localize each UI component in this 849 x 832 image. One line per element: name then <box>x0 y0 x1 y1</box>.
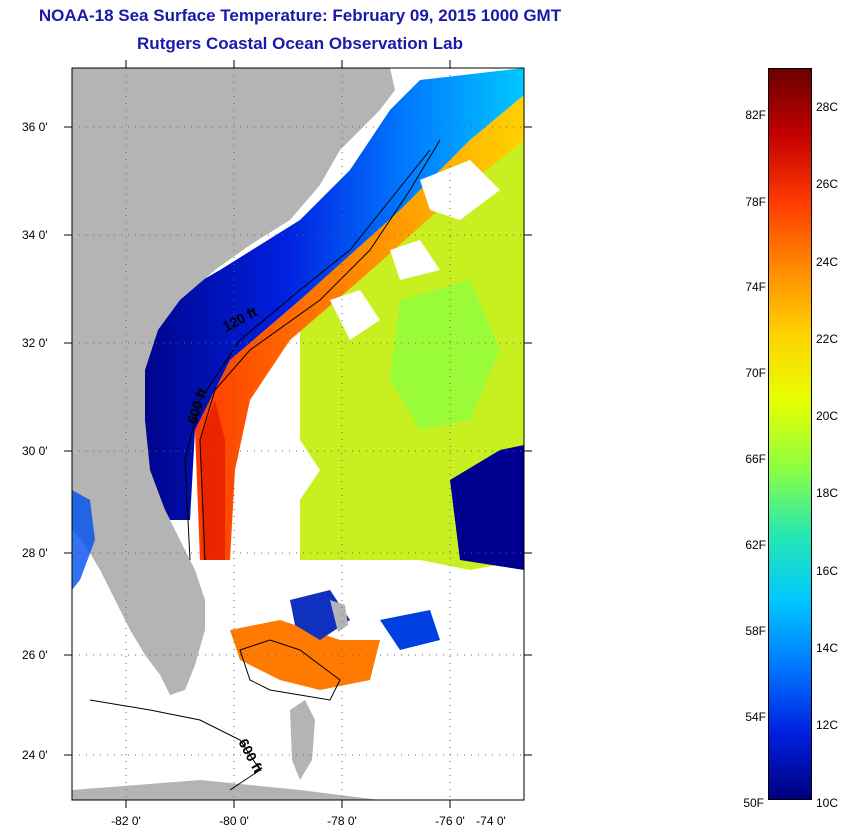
lat-label-32: 32 0' <box>22 336 48 350</box>
contour-bahamas <box>239 639 341 701</box>
land-mass <box>72 68 395 695</box>
gulf-of-mexico-bluewater <box>72 490 95 590</box>
colorbar-f-label: 50F <box>743 796 764 810</box>
lon-label-82: -82 0' <box>111 814 141 828</box>
cloud-patch <box>390 240 440 280</box>
axis-ticks <box>64 60 532 808</box>
colorbar-c-label: 16C <box>816 564 839 578</box>
lat-label-26: 26 0' <box>22 648 48 662</box>
colorbar-f-label: 78F <box>745 195 766 209</box>
colorbar-c-label: 10C <box>816 796 839 810</box>
lon-label-80: -80 0' <box>219 814 249 828</box>
graticule <box>72 68 524 800</box>
colorbar-f-label: 74F <box>745 280 766 294</box>
gulf-stream <box>195 95 524 560</box>
colorbar-f-label: 62F <box>745 538 766 552</box>
lat-label-28: 28 0' <box>22 546 48 560</box>
colorbar-f-label: 82F <box>745 108 766 122</box>
bahamas-warm-water <box>230 620 380 690</box>
colorbar-c-label: 20C <box>816 409 839 423</box>
colorbar-c-label: 12C <box>816 718 839 732</box>
lat-label-30: 30 0' <box>22 444 48 458</box>
abaco-island <box>330 600 348 632</box>
lat-label-24: 24 0' <box>22 748 48 762</box>
colorbar-c-label: 26C <box>816 177 839 191</box>
lon-label-76: -76 0' <box>435 814 465 828</box>
contour-120ft <box>184 149 431 561</box>
colorbar-c-label: 14C <box>816 641 839 655</box>
offshore-green-patch <box>390 280 500 430</box>
colorbar-f-label: 54F <box>745 710 766 724</box>
colorbar-c-label: 28C <box>816 100 839 114</box>
bahamas-blue <box>380 610 440 650</box>
cloud-patch <box>420 160 500 220</box>
lat-label-36: 36 0' <box>22 120 48 134</box>
cloud-patch <box>330 290 380 340</box>
cloud-patch <box>275 440 320 500</box>
temperature-colorbar <box>768 68 812 800</box>
colorbar-f-label: 70F <box>745 366 766 380</box>
map-title: NOAA-18 Sea Surface Temperature: Februar… <box>38 6 562 25</box>
colorbar-f-label: 66F <box>745 452 766 466</box>
map-frame <box>71 67 525 801</box>
colorbar-c-label: 24C <box>816 255 839 269</box>
lat-label-34: 34 0' <box>22 228 48 242</box>
gulf-of-mexico <box>72 530 170 700</box>
colorbar-c-label: 22C <box>816 332 839 346</box>
lon-label-78: -78 0' <box>327 814 357 828</box>
contour-keys <box>89 699 261 791</box>
colorbar-f-label: 58F <box>745 624 766 638</box>
sst-imagery <box>72 68 524 800</box>
lon-label-74: -74 0' <box>476 814 506 828</box>
colorbar-c-label: 18C <box>816 486 839 500</box>
cuba-land <box>72 780 380 800</box>
map-subtitle: Rutgers Coastal Ocean Observation Lab <box>137 34 463 53</box>
contour-600ft <box>199 139 441 561</box>
offshore-cold-water <box>450 445 524 570</box>
gulf-stream-core <box>200 400 225 560</box>
andros-island <box>290 700 315 780</box>
